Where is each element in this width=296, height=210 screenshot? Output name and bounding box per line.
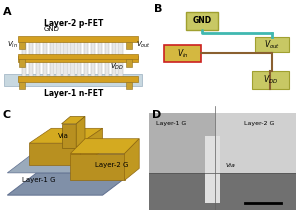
Bar: [22, 59, 26, 77]
Text: $V_{out}$: $V_{out}$: [136, 39, 151, 50]
Bar: [63, 42, 68, 56]
Bar: [57, 42, 61, 56]
Bar: [43, 59, 47, 77]
Text: Layer-1 G: Layer-1 G: [22, 177, 55, 183]
Bar: [29, 59, 33, 77]
Polygon shape: [76, 116, 85, 148]
Bar: [49, 42, 54, 56]
Bar: [215, 113, 296, 173]
Polygon shape: [7, 151, 132, 173]
Polygon shape: [29, 143, 81, 165]
Bar: [19, 59, 25, 67]
Text: $V_{DD}$: $V_{DD}$: [110, 62, 124, 72]
Bar: [118, 59, 123, 77]
Bar: [43, 42, 47, 56]
Bar: [19, 42, 25, 49]
Text: Layer-1 n-FET: Layer-1 n-FET: [44, 89, 103, 98]
Bar: [17, 54, 138, 59]
Bar: [77, 42, 81, 56]
Bar: [84, 59, 89, 77]
Bar: [104, 42, 109, 56]
Text: Layer-1 G: Layer-1 G: [156, 121, 186, 126]
Bar: [252, 71, 289, 89]
Text: C: C: [3, 110, 11, 121]
Bar: [70, 42, 75, 56]
Polygon shape: [62, 116, 85, 124]
Bar: [98, 42, 102, 56]
Text: Via: Via: [225, 163, 235, 168]
Bar: [36, 59, 40, 77]
Bar: [36, 42, 40, 56]
Bar: [49, 59, 54, 77]
Text: Layer-2 p-FET: Layer-2 p-FET: [44, 19, 103, 28]
Bar: [112, 42, 116, 56]
Bar: [57, 59, 61, 77]
Text: B: B: [154, 4, 162, 14]
Polygon shape: [81, 128, 103, 165]
Text: A: A: [3, 7, 12, 17]
Bar: [104, 59, 109, 77]
Bar: [91, 59, 95, 77]
Text: $V_{in}$: $V_{in}$: [7, 39, 18, 50]
Bar: [77, 59, 81, 77]
Polygon shape: [70, 154, 125, 180]
Text: D: D: [152, 110, 162, 121]
Bar: [17, 76, 138, 82]
Polygon shape: [4, 74, 142, 86]
Bar: [22, 42, 26, 56]
Text: GND: GND: [193, 16, 212, 25]
Text: $V_{DD}$: $V_{DD}$: [263, 74, 278, 87]
Text: $V_{in}$: $V_{in}$: [176, 47, 188, 60]
Bar: [29, 42, 33, 56]
Bar: [126, 82, 132, 89]
Bar: [70, 59, 75, 77]
Bar: [84, 42, 89, 56]
Bar: [164, 45, 201, 62]
Polygon shape: [7, 173, 132, 195]
Text: Via: Via: [58, 133, 68, 139]
Text: Layer-2 G: Layer-2 G: [95, 163, 129, 168]
Bar: [149, 173, 296, 210]
Bar: [186, 12, 218, 30]
Bar: [255, 37, 289, 52]
Bar: [126, 59, 132, 67]
Polygon shape: [125, 139, 139, 180]
Bar: [118, 42, 123, 56]
Polygon shape: [29, 128, 103, 143]
Text: Layer-2 G: Layer-2 G: [244, 121, 275, 126]
Bar: [149, 113, 215, 173]
Bar: [19, 82, 25, 89]
Polygon shape: [70, 139, 139, 154]
Polygon shape: [62, 124, 76, 148]
Bar: [17, 36, 138, 42]
Bar: [91, 42, 95, 56]
Text: GND: GND: [43, 26, 59, 32]
Text: $V_{out}$: $V_{out}$: [264, 38, 280, 51]
Bar: [205, 136, 220, 203]
Bar: [98, 59, 102, 77]
Bar: [63, 59, 68, 77]
Bar: [17, 56, 138, 62]
Bar: [126, 42, 132, 49]
Bar: [112, 59, 116, 77]
